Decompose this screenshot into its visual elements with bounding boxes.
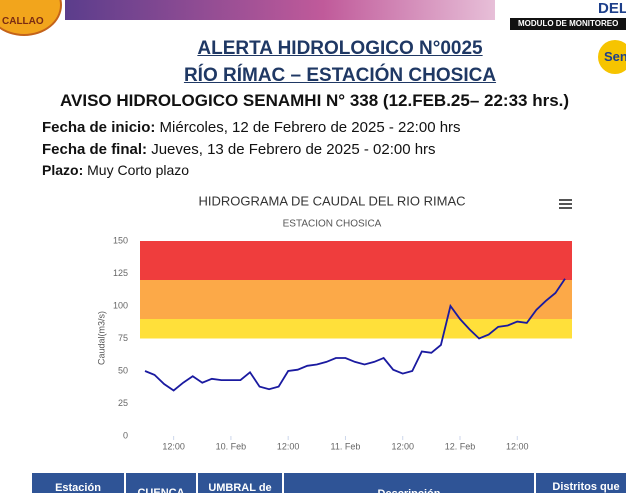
table-header-cell: CUENCA: [126, 473, 196, 499]
y-axis-label: Caudal(m3/s): [96, 311, 106, 365]
detail-value: Jueves, 13 de Febrero de 2025 - 02:00 hr…: [151, 141, 436, 158]
x-tick-label: 12:00: [162, 441, 185, 451]
detail-row: Fecha de final: Jueves, 13 de Febrero de…: [42, 141, 436, 158]
x-tick-label: 12. Feb: [445, 441, 476, 451]
detail-label: Fecha de final:: [42, 141, 148, 158]
y-tick-label: 25: [118, 398, 128, 408]
y-tick-label: 125: [113, 268, 128, 278]
top-banner: [65, 0, 495, 20]
threshold-band: [140, 280, 572, 319]
module-strip: MODULO DE MONITOREO: [510, 18, 626, 30]
detail-row: Fecha de inicio: Miércoles, 12 de Febrer…: [42, 119, 461, 136]
detail-row: Plazo: Muy Corto plazo: [42, 162, 189, 178]
detail-label: Plazo:: [42, 162, 84, 178]
title-line1: ALERTA HIDROLOGICO N°0025: [197, 38, 483, 59]
logo-left-text: CALLAO: [2, 16, 44, 27]
detail-label: Fecha de inicio:: [42, 119, 156, 136]
x-tick-label: 11. Feb: [331, 441, 361, 451]
logo-right-top: DEL: [598, 0, 626, 17]
y-tick-label: 75: [118, 333, 128, 343]
table-header-cell: UMBRAL de: [198, 473, 282, 494]
notice: AVISO HIDROLOGICO SENAMHI N° 338 (12.FEB…: [60, 91, 570, 110]
y-tick-label: 0: [123, 430, 128, 440]
y-tick-label: 100: [113, 300, 128, 310]
table-header-cell: Descripción: [284, 473, 534, 500]
logo-right: [598, 40, 626, 74]
y-tick-label: 150: [113, 235, 128, 245]
detail-value: Muy Corto plazo: [87, 162, 190, 178]
chart-subtitle: ESTACION CHOSICA: [283, 219, 382, 230]
x-tick-label: 12:00: [277, 441, 300, 451]
table-header-cell: Distritos que: [536, 473, 626, 493]
threshold-band: [140, 319, 572, 339]
series-line: [144, 278, 566, 392]
title-line2: RÍO RÍMAC – ESTACIÓN CHOSICA: [183, 65, 497, 86]
threshold-band: [140, 241, 572, 280]
detail-value: Miércoles, 12 de Febrero de 2025 - 22:00…: [159, 119, 461, 136]
logo-right-text: Sen: [604, 49, 626, 64]
x-tick-label: 12:00: [391, 441, 414, 451]
chart-title: HIDROGRAMA DE CAUDAL DEL RIO RIMAC: [198, 193, 465, 208]
x-tick-label: 12:00: [506, 441, 529, 451]
chart: HIDROGRAMA DE CAUDAL DEL RIO RIMAC ESTAC…: [96, 193, 572, 451]
x-tick-label: 10. Feb: [216, 441, 247, 451]
table-header-cell: Estación: [32, 473, 124, 494]
menu-icon[interactable]: [559, 199, 572, 209]
y-tick-label: 50: [118, 365, 128, 375]
